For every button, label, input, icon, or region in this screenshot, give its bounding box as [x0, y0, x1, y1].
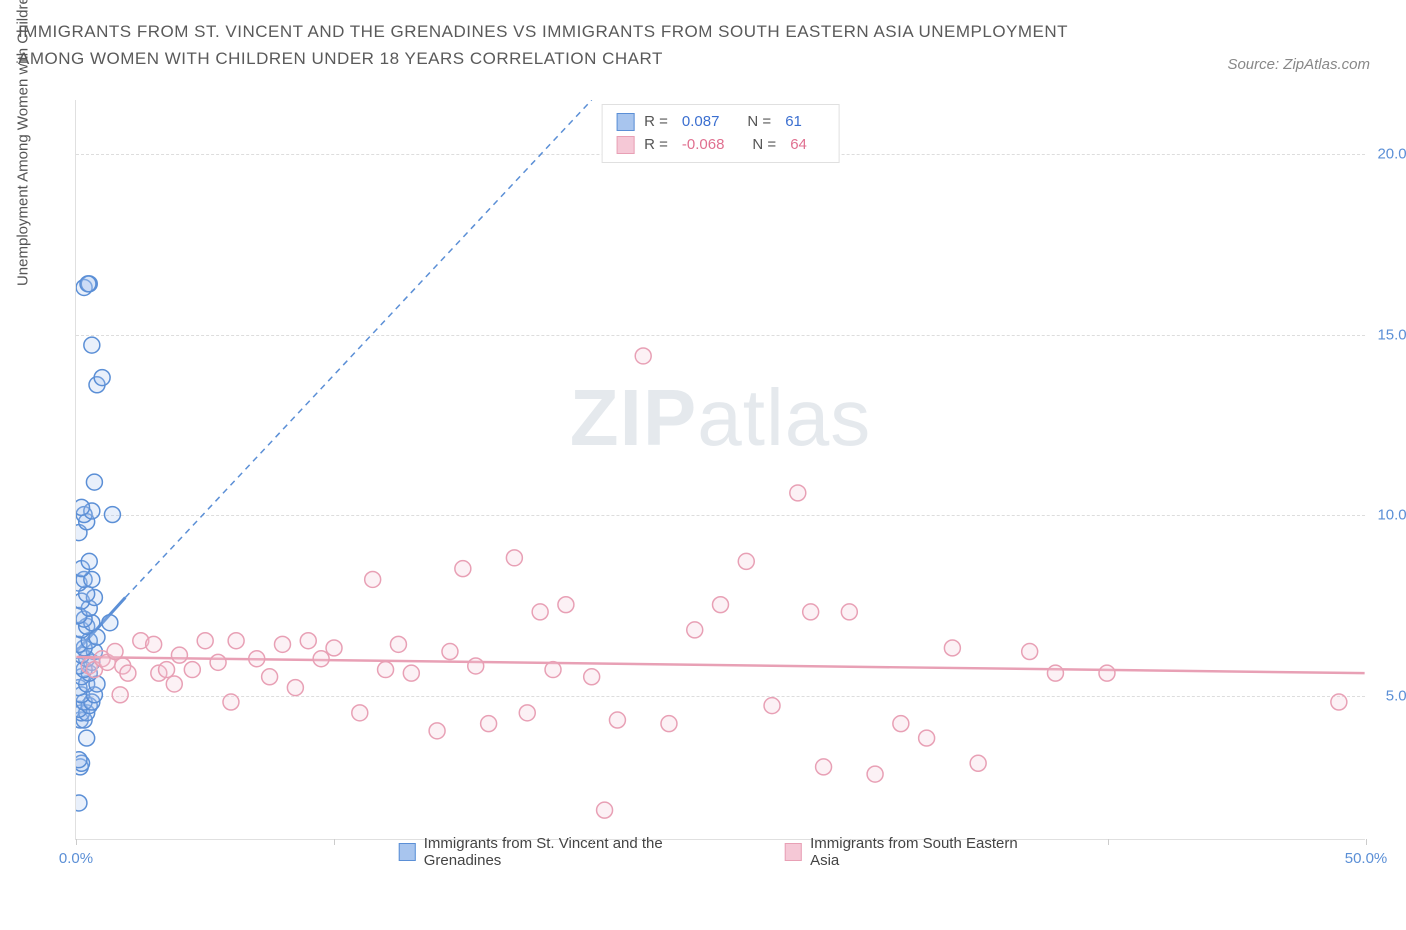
scatter-point — [79, 730, 95, 746]
scatter-point — [661, 716, 677, 732]
scatter-point — [764, 698, 780, 714]
scatter-svg — [76, 100, 1365, 839]
scatter-point — [944, 640, 960, 656]
y-tick-label: 10.0% — [1377, 507, 1406, 524]
chart-container: Unemployment Among Women with Children U… — [55, 90, 1385, 870]
scatter-point — [159, 662, 175, 678]
stats-legend: R = 0.087 N = 61 R = -0.068 N = 64 — [601, 104, 840, 163]
scatter-point — [197, 633, 213, 649]
chart-header: IMMIGRANTS FROM ST. VINCENT AND THE GREN… — [18, 18, 1388, 72]
scatter-point — [378, 662, 394, 678]
scatter-point — [184, 662, 200, 678]
scatter-point — [104, 507, 120, 523]
scatter-point — [713, 597, 729, 613]
scatter-point — [112, 687, 128, 703]
scatter-point — [635, 348, 651, 364]
scatter-point — [893, 716, 909, 732]
scatter-point — [1331, 694, 1347, 710]
scatter-point — [970, 755, 986, 771]
bottom-legend-item-1: Immigrants from St. Vincent and the Gren… — [398, 835, 734, 869]
scatter-point — [506, 550, 522, 566]
scatter-point — [352, 705, 368, 721]
scatter-point — [76, 499, 90, 515]
bottom-legend-label-2: Immigrants from South Eastern Asia — [810, 835, 1043, 869]
scatter-point — [1099, 665, 1115, 681]
legend-swatch-blue — [616, 113, 634, 131]
scatter-point — [442, 644, 458, 660]
r-value-series-1: 0.087 — [682, 111, 720, 134]
scatter-point — [228, 633, 244, 649]
scatter-point — [84, 337, 100, 353]
scatter-point — [738, 553, 754, 569]
y-axis-label: Unemployment Among Women with Children U… — [15, 0, 32, 286]
n-value-series-1: 61 — [785, 111, 802, 134]
bottom-legend-label-1: Immigrants from St. Vincent and the Gren… — [424, 835, 735, 869]
chart-source: Source: ZipAtlas.com — [1227, 56, 1370, 73]
scatter-point — [102, 615, 118, 631]
scatter-point — [468, 658, 484, 674]
r-value-series-2: -0.068 — [682, 134, 725, 157]
scatter-point — [1022, 644, 1038, 660]
scatter-point — [94, 370, 110, 386]
chart-title: IMMIGRANTS FROM ST. VINCENT AND THE GREN… — [18, 18, 1118, 72]
scatter-point — [841, 604, 857, 620]
y-tick-label: 15.0% — [1377, 326, 1406, 343]
scatter-point — [584, 669, 600, 685]
scatter-point — [403, 665, 419, 681]
scatter-point — [455, 561, 471, 577]
scatter-point — [76, 795, 87, 811]
scatter-point — [558, 597, 574, 613]
scatter-point — [532, 604, 548, 620]
scatter-point — [790, 485, 806, 501]
scatter-point — [687, 622, 703, 638]
scatter-point — [171, 647, 187, 663]
scatter-point — [326, 640, 342, 656]
scatter-point — [597, 802, 613, 818]
legend-swatch-pink — [616, 136, 634, 154]
scatter-point — [262, 669, 278, 685]
scatter-point — [365, 571, 381, 587]
scatter-point — [81, 553, 97, 569]
scatter-point — [390, 636, 406, 652]
scatter-point — [519, 705, 535, 721]
bottom-legend-item-2: Immigrants from South Eastern Asia — [785, 835, 1043, 869]
scatter-point — [287, 680, 303, 696]
legend-swatch-blue-icon — [398, 843, 416, 861]
scatter-point — [816, 759, 832, 775]
legend-swatch-pink-icon — [785, 843, 803, 861]
y-tick-label: 20.0% — [1377, 146, 1406, 163]
scatter-point — [80, 276, 96, 292]
stats-legend-row-1: R = 0.087 N = 61 — [616, 111, 825, 134]
plot-area: ZIPatlas R = 0.087 N = 61 R = -0.068 N =… — [75, 100, 1365, 840]
scatter-point — [919, 730, 935, 746]
scatter-point — [300, 633, 316, 649]
scatter-point — [275, 636, 291, 652]
scatter-point — [107, 644, 123, 660]
scatter-point — [803, 604, 819, 620]
stats-legend-row-2: R = -0.068 N = 64 — [616, 134, 825, 157]
scatter-point — [76, 752, 87, 768]
x-tick-label: 0.0% — [59, 850, 93, 867]
scatter-point — [429, 723, 445, 739]
scatter-point — [545, 662, 561, 678]
scatter-point — [249, 651, 265, 667]
scatter-point — [146, 636, 162, 652]
scatter-point — [86, 474, 102, 490]
n-value-series-2: 64 — [790, 134, 807, 157]
scatter-point — [210, 654, 226, 670]
scatter-point — [166, 676, 182, 692]
scatter-point — [609, 712, 625, 728]
scatter-point — [120, 665, 136, 681]
scatter-point — [223, 694, 239, 710]
scatter-point — [867, 766, 883, 782]
scatter-point — [313, 651, 329, 667]
x-tick-label: 50.0% — [1345, 850, 1388, 867]
scatter-point — [481, 716, 497, 732]
y-tick-label: 5.0% — [1386, 687, 1406, 704]
bottom-legend: Immigrants from St. Vincent and the Gren… — [398, 835, 1043, 869]
scatter-point — [1047, 665, 1063, 681]
